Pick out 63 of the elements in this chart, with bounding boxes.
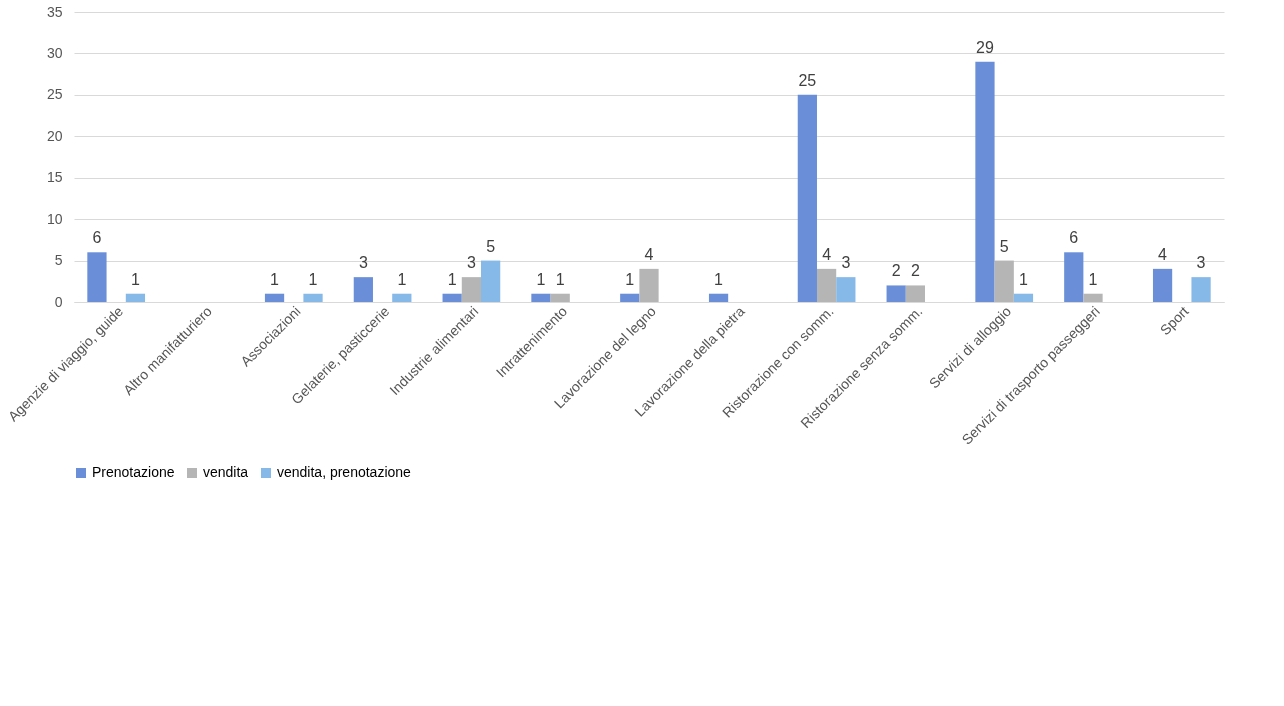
data-label: 6 [1069, 229, 1079, 247]
data-label: 1 [714, 270, 724, 288]
data-label: 1 [130, 270, 140, 288]
data-label: 3 [466, 254, 476, 272]
data-label: 4 [822, 245, 832, 263]
data-label: 1 [1088, 270, 1098, 288]
data-label: 5 [999, 237, 1009, 255]
bar [481, 260, 501, 302]
bar [392, 293, 412, 302]
bar [620, 293, 640, 302]
bar [442, 293, 462, 302]
y-tick-label: 35 [46, 3, 63, 20]
bar [1083, 293, 1103, 302]
data-label: 3 [358, 254, 368, 272]
bar [461, 277, 482, 302]
y-tick-label: 5 [54, 252, 63, 269]
data-label: 1 [308, 270, 318, 288]
data-label: 4 [644, 245, 654, 263]
data-label: 1 [270, 270, 280, 288]
bar [816, 268, 837, 302]
y-tick-label: 20 [46, 127, 63, 144]
bar [797, 94, 817, 302]
bar [1152, 268, 1173, 302]
y-tick-label: 25 [46, 86, 63, 103]
data-label: 29 [976, 38, 994, 56]
bar [639, 268, 659, 302]
data-label: 1 [447, 270, 457, 288]
data-label: 6 [92, 229, 102, 247]
bar [975, 61, 995, 302]
y-tick-label: 30 [46, 44, 63, 61]
y-tick-label: 10 [46, 210, 63, 227]
bar [87, 252, 107, 302]
y-tick-label: 0 [54, 293, 63, 310]
bar [1191, 277, 1211, 302]
y-tick-label: 15 [46, 169, 63, 186]
legend-label: vendita, prenotazione [277, 464, 412, 480]
data-label: 1 [1019, 270, 1028, 288]
bar [836, 277, 856, 302]
data-label: 2 [891, 262, 901, 280]
data-label: 1 [555, 270, 565, 288]
data-label: 3 [1196, 254, 1206, 272]
data-label: 5 [486, 237, 496, 255]
data-label: 4 [1158, 245, 1168, 263]
legend-label: vendita [203, 464, 249, 480]
bar [303, 293, 323, 302]
bar [708, 293, 729, 302]
bar [353, 277, 373, 302]
data-label: 3 [841, 254, 851, 272]
bar [994, 260, 1014, 302]
bar [886, 285, 906, 302]
bar [550, 293, 570, 302]
bar [905, 285, 926, 302]
data-label: 25 [798, 71, 817, 89]
data-label: 2 [910, 262, 920, 280]
data-label: 1 [397, 270, 407, 288]
data-label: 1 [536, 270, 546, 288]
bar [125, 293, 146, 302]
bar [1064, 252, 1084, 302]
bar [264, 293, 285, 302]
bar [1013, 293, 1034, 302]
legend-label: Prenotazione [92, 464, 175, 480]
bar [531, 293, 551, 302]
data-label: 1 [625, 270, 635, 288]
